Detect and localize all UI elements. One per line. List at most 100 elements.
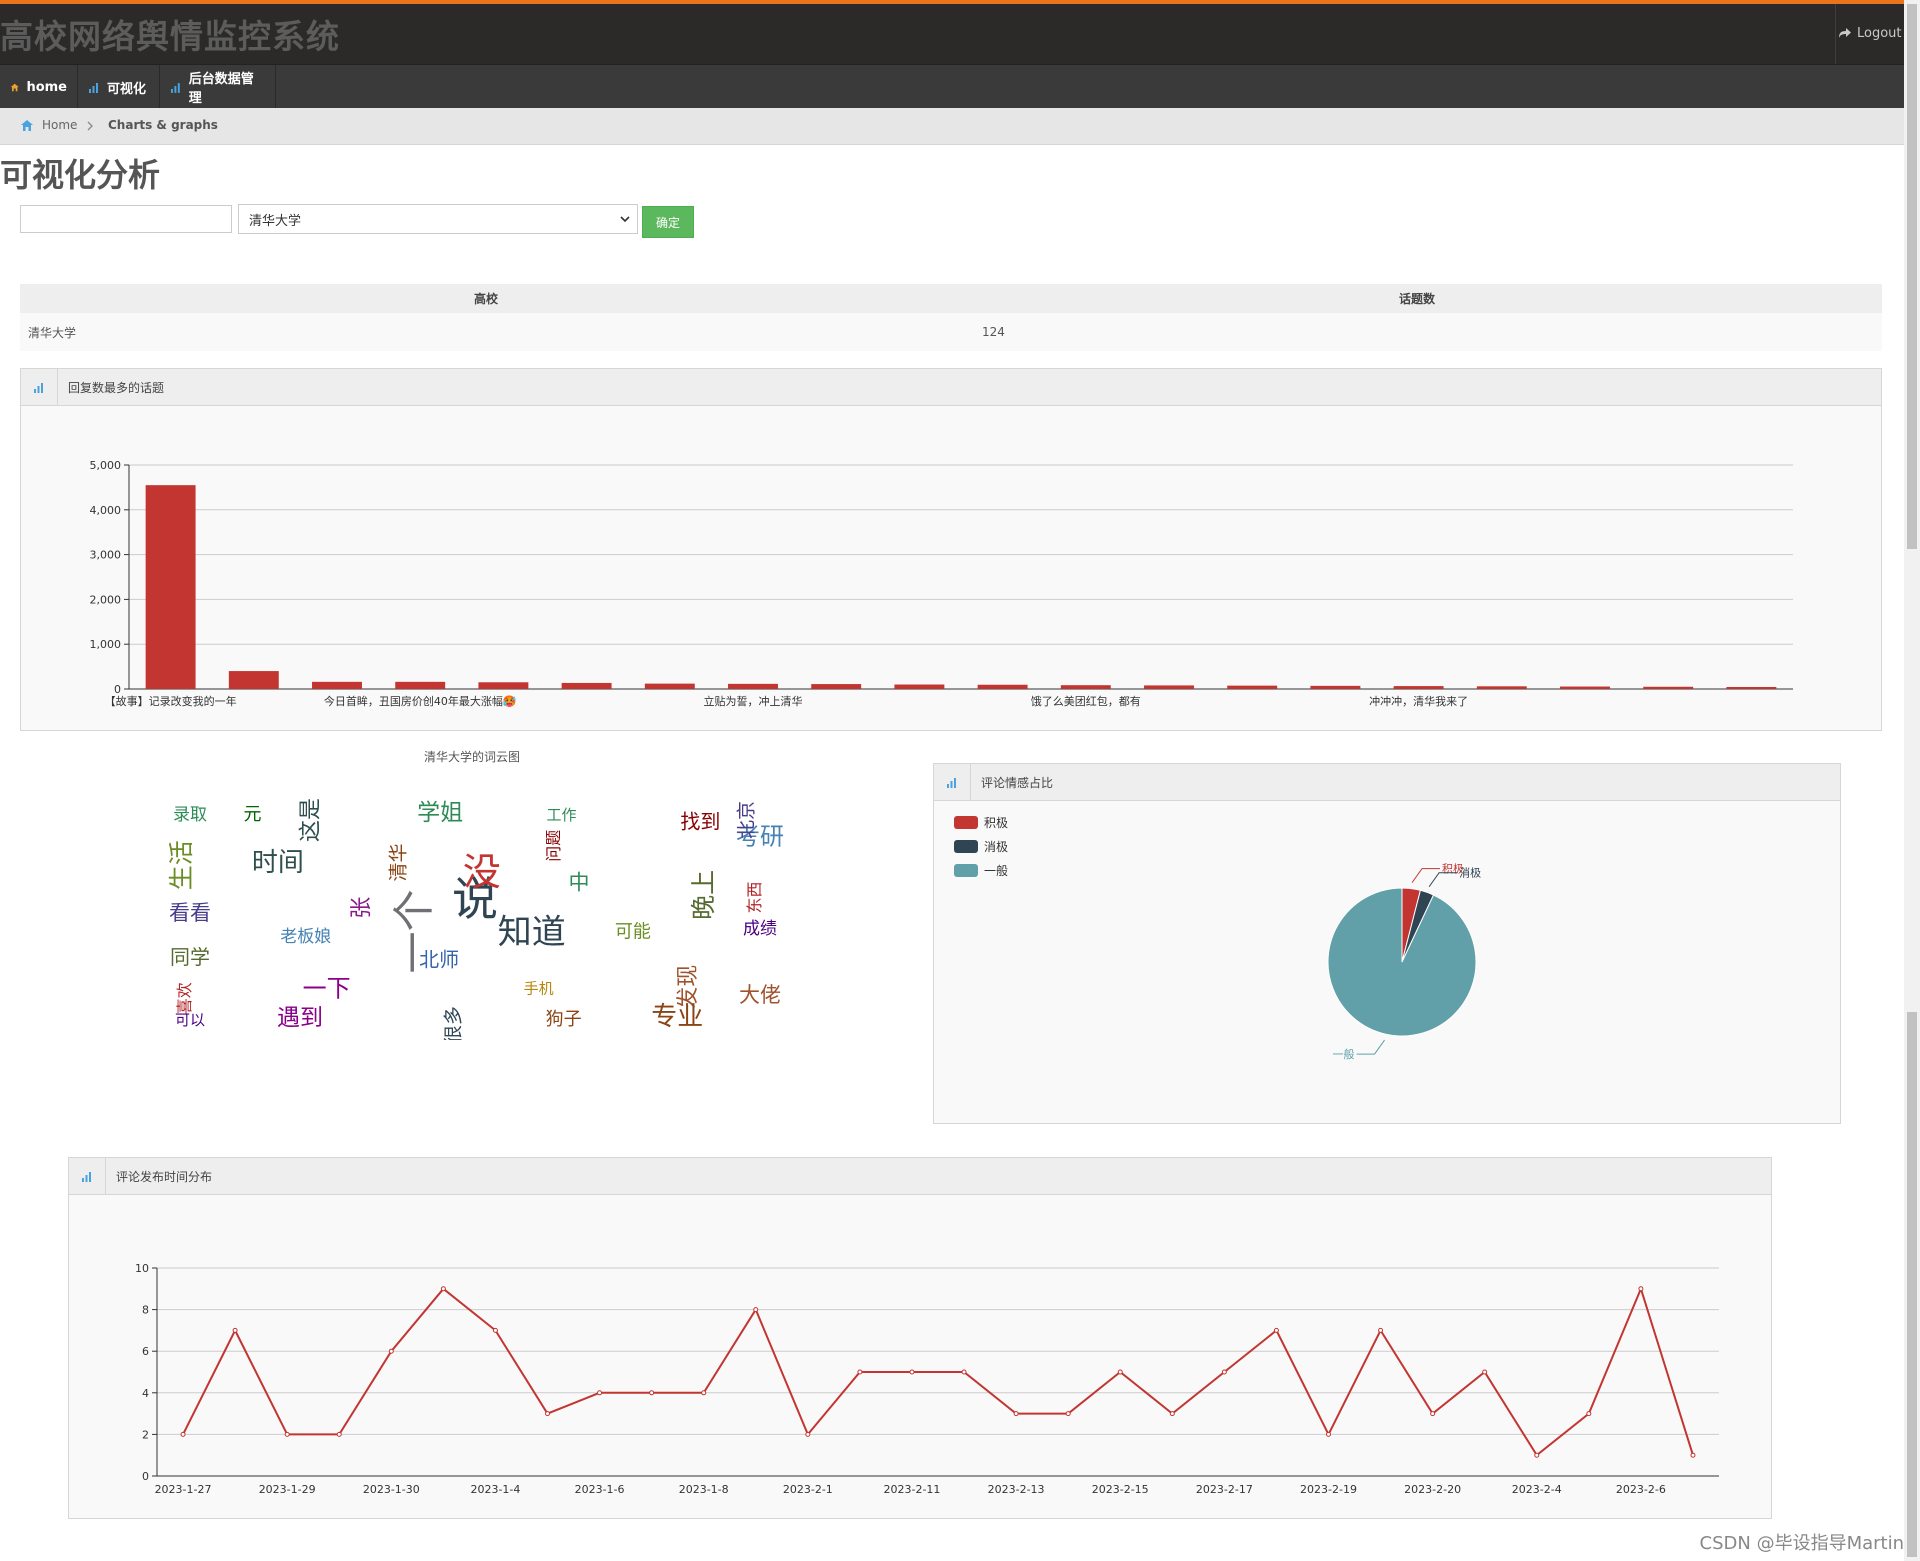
x-tick-label: 2023-2-19 [1300,1483,1357,1496]
legend-swatch [954,840,978,853]
y-tick-label: 2,000 [90,593,122,606]
panel-icon-cell [69,1158,106,1194]
scrollbar-thumb[interactable] [1907,1012,1917,1557]
y-tick-label: 3,000 [90,549,122,562]
search-input[interactable] [20,205,232,233]
bar [478,682,529,689]
word-cloud-word: 没 [463,850,501,894]
panel-title: 回复数最多的话题 [68,380,165,395]
bar [1310,685,1361,689]
nav-label-home: home [26,79,67,95]
nav-item-visualization[interactable]: 可视化 [78,65,160,109]
y-tick-label: 4,000 [90,504,122,517]
school-select[interactable]: 清华大学 [238,204,638,234]
x-tick-label: 2023-1-27 [155,1483,212,1496]
bar [728,683,778,689]
data-point [284,1431,290,1437]
cell-school: 清华大学 [20,313,952,351]
pie-slice [1327,887,1477,1037]
legend-label: 一般 [984,863,1008,878]
bar [1060,685,1111,689]
y-tick-label: 5,000 [90,459,122,472]
x-tick-label: 2023-1-29 [259,1483,316,1496]
word-cloud-word: 看看 [169,901,211,925]
x-tick-label: 2023-2-4 [1512,1483,1562,1496]
nav-label-visualization: 可视化 [107,81,147,97]
data-point [1221,1369,1227,1375]
share-arrow-icon [1839,28,1851,38]
word-cloud-word: 遇到 [277,1005,323,1031]
word-cloud-word: 元 [243,804,261,825]
data-point [753,1307,759,1313]
data-point [1690,1452,1696,1458]
x-tick-label: 2023-2-11 [883,1483,940,1496]
home-icon [10,83,19,91]
bar [977,684,1028,689]
word-cloud-word: 生活 [167,840,196,890]
data-point [1065,1411,1071,1417]
home-icon [21,120,33,131]
x-tick-label: 2023-1-4 [470,1483,520,1496]
summary-table: 高校 话题数 清华大学 124 [20,284,1882,351]
school-select-value: 清华大学 [249,213,302,229]
bar-chart-icon [89,83,98,93]
top-topics-panel: 回复数最多的话题 0 1,000 2,000 3,000 4,000 5,000 【故事】记… [20,368,1882,731]
word-cloud-word: 可能 [615,921,651,942]
data-point [1378,1327,1384,1333]
word-cloud-word: 说 [452,872,498,926]
bar [395,681,446,689]
data-point [492,1327,498,1333]
pie-label-line [1356,1039,1385,1055]
panel-header: 回复数最多的话题 [21,369,1881,406]
data-point [232,1327,238,1333]
data-point [1273,1327,1279,1333]
word-cloud-word: 清华 [387,843,409,881]
data-point [1013,1411,1019,1417]
logout-button[interactable]: Logout [1838,18,1902,48]
word-cloud-word: 手机 [524,980,554,998]
bar [811,684,862,689]
word-cloud-word: 成绩 [743,919,777,939]
word-cloud-word: 知道 [498,913,566,953]
x-tick-label: 立贴为誓，冲上清华 [704,694,803,708]
app-header [0,4,1904,64]
x-tick-label: 2023-2-13 [988,1483,1045,1496]
app-title: 高校网络舆情监控系统 [0,17,340,56]
header-divider [1835,4,1836,64]
confirm-button[interactable]: 确定 [642,206,694,238]
data-point [336,1431,342,1437]
data-point [1326,1431,1331,1437]
data-point [1534,1452,1540,1458]
data-point [1586,1411,1592,1417]
panel-title: 评论情感占比 [981,775,1054,790]
time-distribution-panel: 评论发布时间分布 0 2 4 6 8 10 2023-1-27 2023-1-29 2023-1… [68,1157,1772,1519]
word-cloud-word: 可以 [175,1011,205,1029]
word-cloud-word: 一个 [389,890,438,974]
y-tick-label: 10 [135,1262,149,1275]
word-cloud-word: 很多 [442,1006,464,1040]
pie-label: 一般 [1333,1048,1355,1061]
table-row: 清华大学 124 [20,313,1882,351]
word-cloud-word: 一下 [303,974,351,1002]
logout-label: Logout [1857,25,1902,41]
scrollbar-thumb[interactable] [1907,4,1917,549]
nav-item-admin-data[interactable]: 后台数据管理 [160,65,276,109]
nav-item-home[interactable]: home [0,65,78,109]
data-point [857,1369,863,1375]
word-cloud-word: 中 [568,870,589,894]
data-point [597,1390,603,1396]
pie-label-line [1411,868,1441,883]
y-tick-label: 4 [142,1387,149,1400]
breadcrumb-home-link[interactable]: Home [42,118,78,132]
bar-chart-icon [82,1172,91,1182]
top-accent-line [0,0,1920,4]
bar [894,684,945,689]
y-tick-label: 0 [142,1470,149,1483]
pie-label: 消极 [1459,866,1481,880]
bar-chart-icon [947,778,956,788]
chevron-down-icon [620,216,630,223]
word-cloud-word: 北京 [735,801,757,839]
table-header-row: 高校 话题数 [20,284,1882,313]
x-tick-label: 2023-2-1 [783,1483,833,1496]
